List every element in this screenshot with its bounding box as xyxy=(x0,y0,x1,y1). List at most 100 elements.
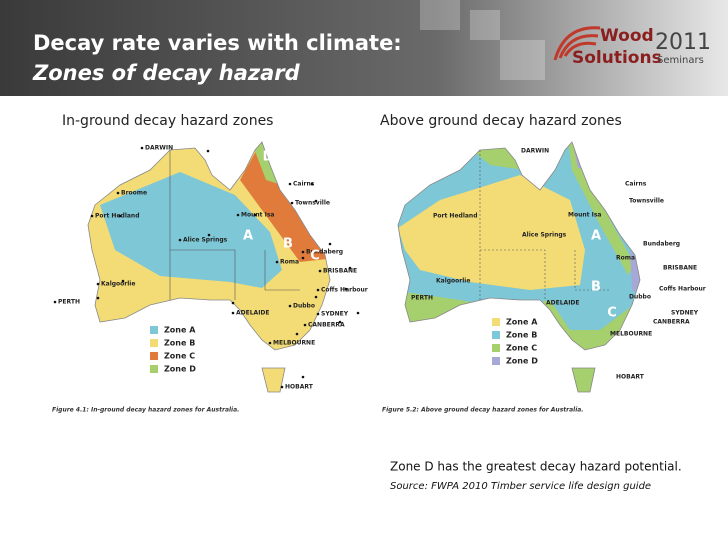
city-dot xyxy=(316,288,320,292)
city-dot xyxy=(236,213,240,217)
place-label: Townsville xyxy=(295,200,330,207)
place-label: Mount Isa xyxy=(568,212,601,219)
legend-label: Zone A xyxy=(164,326,196,335)
city-dot xyxy=(295,332,299,336)
city-dot xyxy=(318,269,322,273)
place-label: Bundaberg xyxy=(306,249,343,256)
place-label: Bundaberg xyxy=(643,241,680,248)
city-dot xyxy=(338,320,342,324)
place-label: ADELAIDE xyxy=(236,310,270,317)
place-label: DARWIN xyxy=(521,148,549,155)
city-dot xyxy=(301,375,305,379)
city-dot xyxy=(314,199,318,203)
city-dot xyxy=(356,311,360,315)
city-dot xyxy=(348,266,352,270)
figure-caption: Figure 4.1: In-ground decay hazard zones… xyxy=(52,407,239,414)
legend-label: Zone B xyxy=(164,339,195,348)
place-label: CANBERRA xyxy=(653,319,690,326)
legend-swatch xyxy=(150,326,158,334)
place-label: Kalgoorlie xyxy=(101,281,135,288)
place-label: Townsville xyxy=(629,198,664,205)
place-label: Broome xyxy=(121,190,147,197)
place-label: Dubbo xyxy=(293,303,315,310)
city-dot xyxy=(288,182,292,186)
title: Decay rate varies with climate: xyxy=(33,31,402,55)
legend-swatch xyxy=(492,318,500,326)
place-label: Roma xyxy=(280,259,299,266)
legend-swatch xyxy=(492,331,500,339)
place-label: Port Hedland xyxy=(95,213,140,220)
city-dot xyxy=(206,149,210,153)
header-band xyxy=(0,0,728,96)
place-label: Dubbo xyxy=(629,294,651,301)
place-label: Coffs Harbour xyxy=(321,287,368,294)
city-dot xyxy=(314,295,318,299)
place-label: DARWIN xyxy=(145,145,173,152)
zone-letter: D xyxy=(594,150,605,165)
city-dot xyxy=(328,242,332,246)
city-dot xyxy=(231,301,235,305)
place-label: SYDNEY xyxy=(671,310,699,317)
city-dot xyxy=(344,287,348,291)
place-label: Alice Springs xyxy=(522,232,567,239)
place-label: Coffs Harbour xyxy=(659,286,706,293)
logo-text: Wood xyxy=(600,26,654,46)
place-label: Mount Isa xyxy=(241,212,274,219)
city-dot xyxy=(231,311,235,315)
city-dot xyxy=(275,260,279,264)
place-label: Cairns xyxy=(625,181,647,188)
map-title: In-ground decay hazard zones xyxy=(62,113,273,129)
logo-year: 2011 xyxy=(655,30,711,55)
legend-swatch xyxy=(150,352,158,360)
place-label: CANBERRA xyxy=(308,322,345,329)
legend-swatch xyxy=(150,339,158,347)
legend-label: Zone C xyxy=(164,352,195,361)
map-title: Above ground decay hazard zones xyxy=(380,113,622,129)
place-label: PERTH xyxy=(411,295,433,302)
city-dot xyxy=(53,300,57,304)
city-dot xyxy=(280,385,284,389)
place-label: SYDNEY xyxy=(321,311,349,318)
zone-letter: C xyxy=(310,249,320,264)
city-dot xyxy=(118,214,122,218)
city-dot xyxy=(290,201,294,205)
city-dot xyxy=(121,279,125,283)
city-dot xyxy=(288,304,292,308)
logo-text: Solutions xyxy=(572,48,662,68)
city-dot xyxy=(316,312,320,316)
legend-swatch xyxy=(492,344,500,352)
place-label: Cairns xyxy=(293,181,315,188)
city-dot xyxy=(268,341,272,345)
zone-letter: D xyxy=(263,150,274,165)
city-dot xyxy=(96,296,100,300)
legend-swatch xyxy=(150,365,158,373)
place-label: MELBOURNE xyxy=(273,340,315,347)
subtitle: Zones of decay hazard xyxy=(32,61,301,85)
zone-letter: C xyxy=(607,306,617,321)
legend-label: Zone B xyxy=(506,331,537,340)
place-label: HOBART xyxy=(285,384,314,391)
place-label: BRISBANE xyxy=(663,265,697,272)
city-dot xyxy=(116,191,120,195)
zone-letter: A xyxy=(243,229,253,244)
place-label: Roma xyxy=(616,255,635,262)
city-dot xyxy=(90,214,94,218)
place-label: MELBOURNE xyxy=(610,331,652,338)
legend-label: Zone D xyxy=(164,365,196,374)
zone-letter: B xyxy=(591,280,601,295)
logo: Wood Solutions 2011 Seminars xyxy=(553,26,711,68)
figure-caption: Figure 5.2: Above ground decay hazard zo… xyxy=(382,407,584,414)
city-dot xyxy=(96,282,100,286)
city-dot xyxy=(140,146,144,150)
place-label: Alice Springs xyxy=(183,237,228,244)
note: Zone D has the greatest decay hazard pot… xyxy=(390,460,682,474)
place-label: PERTH xyxy=(58,299,80,306)
legend-swatch xyxy=(492,357,500,365)
place-label: BRISBANE xyxy=(323,268,357,275)
legend-label: Zone C xyxy=(506,344,537,353)
place-label: HOBART xyxy=(616,374,645,381)
city-dot xyxy=(303,323,307,327)
city-dot xyxy=(310,182,314,186)
logo-event: Seminars xyxy=(657,55,704,66)
